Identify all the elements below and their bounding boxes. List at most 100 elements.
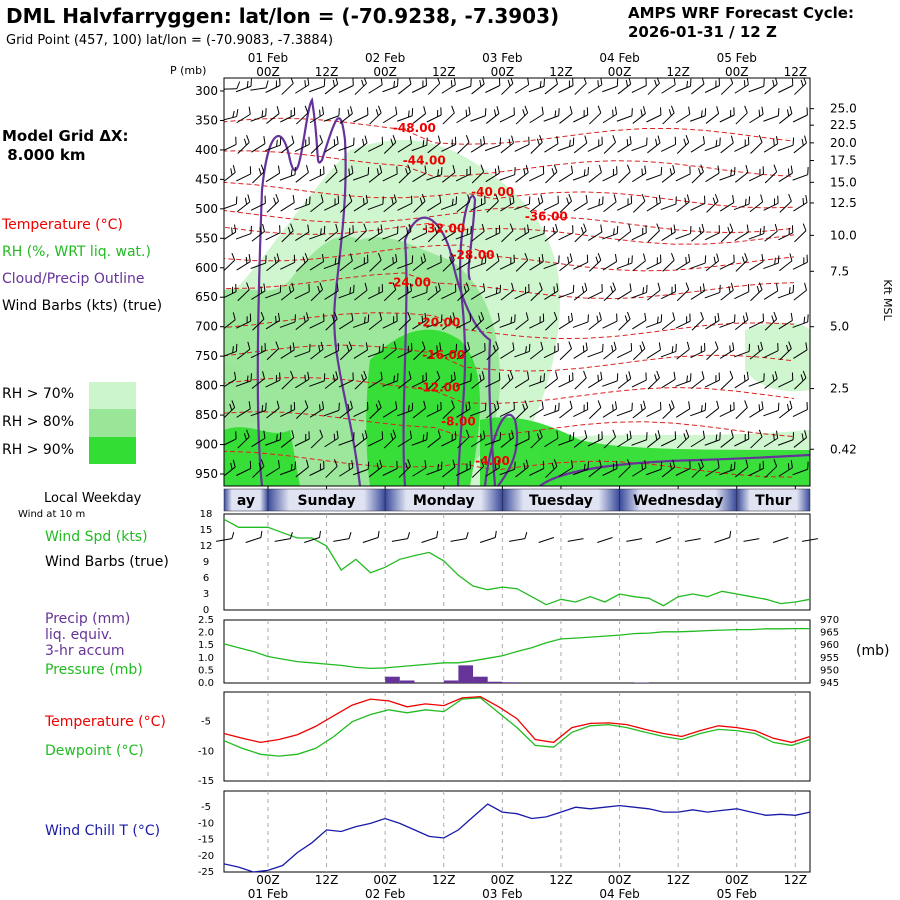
upper-wind-barb-shaft xyxy=(734,466,749,478)
upper-wind-barb-shaft xyxy=(499,409,515,418)
upper-wind-barb-shaft xyxy=(251,378,265,389)
windspd-ytick: 0 xyxy=(203,605,209,616)
upper-wind-barb-flag2 xyxy=(569,434,571,442)
upper-wind-barb xyxy=(777,284,795,299)
upper-wind-barb-flag xyxy=(484,108,487,116)
upper-wind-barb-flag2 xyxy=(319,168,321,176)
upper-wind-barb xyxy=(514,224,530,241)
upper-wind-barb-flag2 xyxy=(539,375,542,383)
upper-wind-barb xyxy=(602,225,619,240)
upper-wind-barb-shaft xyxy=(733,203,750,211)
upper-wind-barb-shaft xyxy=(631,379,647,388)
upper-wind-barb xyxy=(294,284,310,300)
upper-wind-barb-flag2 xyxy=(422,139,425,147)
upper-wind-barb-shaft xyxy=(470,437,485,448)
upper-wind-barb-flag xyxy=(525,164,529,173)
upper-wind-barb-flag xyxy=(762,313,764,322)
precip-bar xyxy=(502,682,517,683)
upper-wind-barb-flag xyxy=(734,461,736,470)
upper-wind-barb-flag xyxy=(353,137,355,146)
upper-wind-barb-flag xyxy=(367,107,369,116)
upper-wind-barb xyxy=(705,312,720,330)
upper-wind-barb-flag xyxy=(704,255,707,264)
upper-wind-barb-flag xyxy=(483,430,486,439)
upper-wind-barb-flag2 xyxy=(641,168,643,176)
upper-wind-barb xyxy=(661,312,676,331)
upper-wind-barb xyxy=(778,400,793,419)
upper-wind-barb xyxy=(441,164,456,183)
upper-wind-barb-flag xyxy=(556,430,559,439)
upper-wind-barb-flag xyxy=(441,314,443,322)
upper-wind-barb-flag2 xyxy=(246,375,249,383)
upper-wind-barb xyxy=(574,223,587,243)
upper-wind-barb-flag xyxy=(802,370,807,379)
upper-wind-barb-shaft xyxy=(455,468,471,476)
upper-wind-barb-shaft xyxy=(602,173,618,182)
upper-wind-barb xyxy=(455,225,472,240)
upper-wind-barb xyxy=(397,108,414,122)
upper-wind-barb-shaft xyxy=(266,200,279,213)
upper-wind-barb xyxy=(792,107,808,123)
upper-wind-barb xyxy=(354,223,367,243)
upper-wind-barb-shaft xyxy=(558,291,574,299)
forecast-cycle-line1: AMPS WRF Forecast Cycle: xyxy=(628,4,854,22)
upper-wind-barb-flag xyxy=(351,165,354,174)
upper-wind-barb-flag2 xyxy=(246,316,248,323)
rh-region-6 xyxy=(224,427,300,486)
upper-wind-barb-shaft xyxy=(705,172,720,183)
upper-wind-barb-shaft xyxy=(794,230,807,243)
temp-ytick: -5 xyxy=(201,717,211,728)
upper-wind-barb-flag xyxy=(424,460,427,468)
upper-wind-barb-shaft xyxy=(427,289,441,301)
upper-wind-barb-flag xyxy=(421,193,426,202)
upper-wind-barb-shaft xyxy=(323,115,340,122)
upper-wind-barb-shaft xyxy=(704,85,720,93)
upper-wind-barb-shaft xyxy=(573,114,588,123)
upper-wind-barb-flag xyxy=(716,253,720,262)
upper-wind-barb-flag2 xyxy=(449,315,453,323)
upper-wind-barb-flag xyxy=(719,284,721,293)
upper-wind-barb-flag2 xyxy=(332,374,336,382)
upper-wind-barb-flag xyxy=(247,194,251,203)
upper-wind-barb-flag xyxy=(484,255,487,264)
upper-wind-barb-shaft xyxy=(237,141,250,154)
upper-wind-barb-flag2 xyxy=(713,256,716,264)
upper-wind-barb-flag xyxy=(293,401,296,410)
upper-wind-barb-flag2 xyxy=(363,257,365,265)
upper-wind-barb-flag2 xyxy=(466,228,469,235)
upper-wind-barb-flag2 xyxy=(275,80,277,88)
upper-wind-barb-shaft xyxy=(294,291,310,300)
upper-wind-barb-flag xyxy=(304,105,309,114)
pressure-tick-label: 850 xyxy=(195,408,218,422)
upper-wind-barb xyxy=(413,193,426,213)
upper-wind-barb xyxy=(455,460,471,476)
upper-wind-barb-flag xyxy=(304,252,309,261)
upper-wind-barb-flag2 xyxy=(700,405,703,412)
upper-wind-barb xyxy=(662,400,675,420)
upper-wind-barb-flag2 xyxy=(627,257,630,265)
upper-wind-barb xyxy=(280,430,295,448)
upper-wind-barb-flag xyxy=(685,135,690,143)
upper-wind-barb-shaft xyxy=(792,114,808,123)
upper-wind-barb-shaft xyxy=(426,174,442,181)
upper-wind-barb-flag xyxy=(349,106,353,114)
upper-wind-barb-flag xyxy=(807,314,809,322)
upper-wind-barb-shaft xyxy=(338,232,354,241)
upper-wind-barb xyxy=(749,106,764,124)
upper-wind-barb-flag xyxy=(675,196,677,205)
upper-wind-barb xyxy=(323,402,340,417)
upper-wind-barb xyxy=(471,371,485,389)
upper-wind-barb xyxy=(470,402,487,417)
upper-wind-barb-flag xyxy=(670,400,675,408)
upper-wind-barb xyxy=(250,343,266,359)
upper-wind-barb-shaft xyxy=(587,143,603,152)
upper-wind-barb xyxy=(559,341,573,361)
text-layer: -48.00-44.00-40.00-36.00-32.00-28.00-24.… xyxy=(170,51,894,900)
upper-wind-barb-flag xyxy=(747,136,750,145)
upper-wind-barb-flag xyxy=(758,135,763,143)
upper-wind-barb xyxy=(735,400,748,420)
upper-wind-barb xyxy=(691,78,705,95)
upper-wind-barb xyxy=(484,137,502,152)
upper-wind-barb xyxy=(456,253,471,271)
upper-wind-barb xyxy=(499,461,516,476)
